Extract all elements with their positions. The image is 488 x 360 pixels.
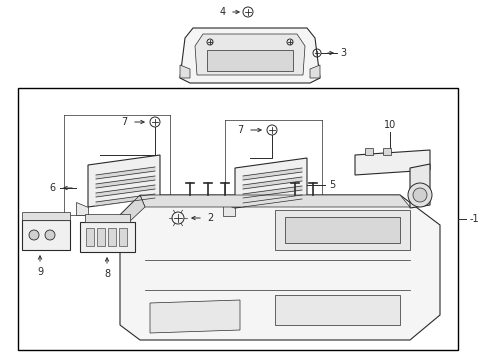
Polygon shape xyxy=(96,185,155,197)
Text: 10: 10 xyxy=(383,120,395,130)
Bar xyxy=(22,212,70,220)
Polygon shape xyxy=(243,195,302,207)
Polygon shape xyxy=(235,158,306,208)
Circle shape xyxy=(407,183,431,207)
Polygon shape xyxy=(364,148,372,155)
Polygon shape xyxy=(120,195,145,223)
Polygon shape xyxy=(285,217,399,243)
Text: 4: 4 xyxy=(220,7,225,17)
Polygon shape xyxy=(243,168,302,180)
Polygon shape xyxy=(309,65,319,78)
Circle shape xyxy=(29,230,39,240)
Polygon shape xyxy=(120,195,439,340)
Polygon shape xyxy=(195,34,305,75)
Text: 3: 3 xyxy=(339,48,346,58)
Polygon shape xyxy=(150,300,240,333)
Text: 7: 7 xyxy=(236,125,243,135)
Polygon shape xyxy=(243,186,302,198)
Text: -1: -1 xyxy=(469,214,479,224)
Polygon shape xyxy=(354,150,429,175)
Polygon shape xyxy=(409,164,429,208)
Polygon shape xyxy=(243,177,302,189)
Polygon shape xyxy=(274,210,409,250)
Text: 5: 5 xyxy=(328,180,334,190)
Polygon shape xyxy=(140,195,409,207)
Text: 2: 2 xyxy=(206,213,213,223)
Bar xyxy=(86,228,94,246)
Polygon shape xyxy=(274,295,399,325)
Circle shape xyxy=(45,230,55,240)
Polygon shape xyxy=(96,176,155,188)
Polygon shape xyxy=(96,194,155,206)
Polygon shape xyxy=(223,203,235,216)
Polygon shape xyxy=(382,148,390,155)
Polygon shape xyxy=(206,50,292,71)
Bar xyxy=(18,88,457,350)
Bar xyxy=(119,228,127,246)
Text: 9: 9 xyxy=(37,267,43,277)
Polygon shape xyxy=(96,167,155,179)
Text: 8: 8 xyxy=(104,269,110,279)
Circle shape xyxy=(412,188,426,202)
Polygon shape xyxy=(180,65,190,78)
Bar xyxy=(108,228,116,246)
Polygon shape xyxy=(76,202,88,215)
Bar xyxy=(85,214,130,222)
Bar xyxy=(80,222,135,252)
Text: 7: 7 xyxy=(121,117,127,127)
Polygon shape xyxy=(180,28,319,83)
Bar xyxy=(22,220,70,250)
Bar xyxy=(97,228,105,246)
Text: 6: 6 xyxy=(49,183,55,193)
Polygon shape xyxy=(88,155,160,207)
